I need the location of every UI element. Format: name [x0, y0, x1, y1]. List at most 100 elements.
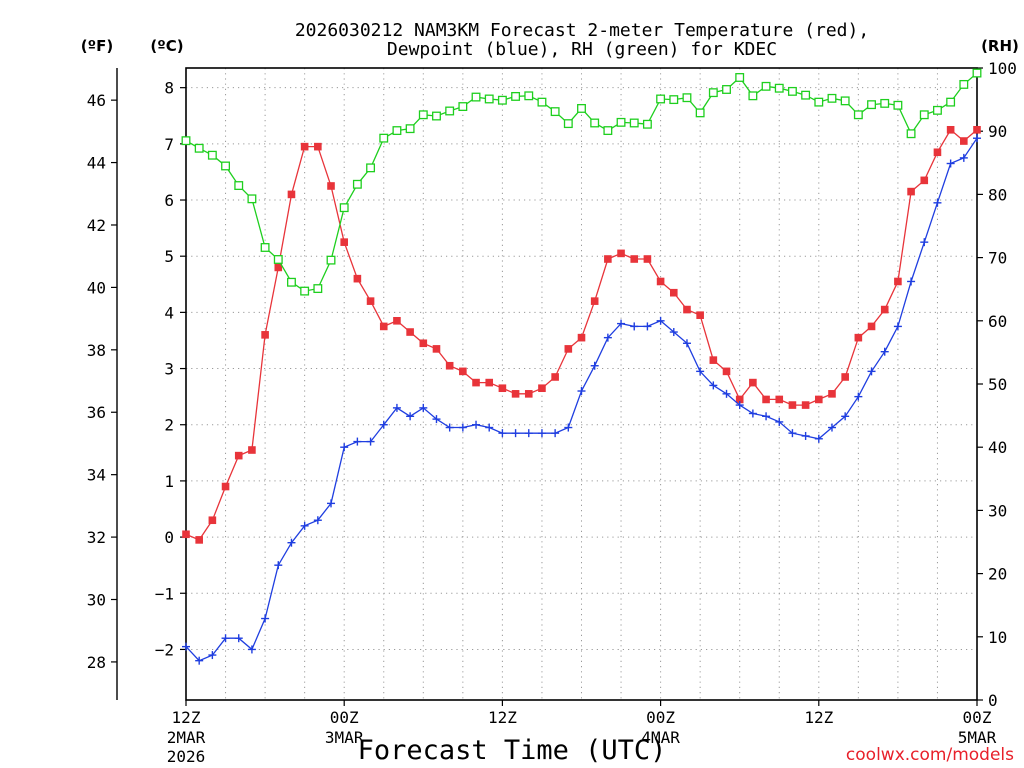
dewpoint-point [669, 328, 678, 337]
rh-point [234, 181, 244, 191]
rh-point [366, 163, 376, 173]
rh-point [840, 96, 850, 106]
fahrenheit-tick-label: 44 [87, 154, 106, 173]
rh-point [972, 68, 982, 78]
axes: −2−1012345678283032343638404244460102030… [87, 59, 1017, 766]
rh-axis-unit-label: (RH) [981, 37, 1019, 55]
dewpoint-point [234, 634, 243, 643]
temperature-point [762, 395, 770, 404]
rh-point [787, 86, 797, 96]
temperature-point [274, 263, 283, 272]
dewpoint-point [379, 420, 388, 429]
rh-point [603, 126, 613, 136]
rh-point [959, 79, 969, 89]
rh-point [405, 124, 415, 134]
dewpoint-point [432, 415, 441, 424]
series-2-meter-temperature [182, 125, 981, 544]
fahrenheit-tick-label: 34 [87, 466, 106, 485]
temperature-point [327, 182, 335, 190]
temperature-point [801, 401, 810, 409]
temperature-point [960, 137, 968, 145]
dewpoint-point [274, 561, 283, 570]
chart-title-line-1: 2026030212 NAM3KM Forecast 2-meter Tempe… [295, 20, 869, 41]
rh-tick-label: 90 [988, 122, 1007, 141]
dewpoint-point [827, 423, 836, 432]
dewpoint-point [392, 403, 401, 412]
dewpoint-point [485, 423, 494, 432]
dewpoint-point [946, 159, 955, 168]
dewpoint-point [617, 319, 626, 328]
x-tick-label-time: 00Z [963, 708, 992, 727]
dewpoint-point [630, 322, 639, 331]
dewpoint-point [313, 516, 322, 525]
dewpoint-point [656, 316, 665, 325]
dewpoint-point [511, 429, 520, 438]
temperature-point [406, 328, 414, 336]
temperature-point [722, 367, 731, 376]
rh-tick-label: 60 [988, 312, 1007, 331]
rh-point [458, 102, 468, 112]
fahrenheit-tick-label: 42 [87, 216, 106, 235]
dewpoint-point [261, 614, 270, 623]
dewpoint-point [551, 429, 560, 438]
dewpoint-point [801, 431, 810, 440]
dewpoint-point [577, 387, 586, 396]
x-tick-label-time: 00Z [646, 708, 675, 727]
rh-point [326, 255, 336, 265]
rh-point [893, 100, 903, 110]
dewpoint-point [748, 409, 757, 418]
temperature-point [195, 536, 203, 544]
x-axis-title: Forecast Time (UTC) [358, 735, 667, 766]
dewpoint-point [300, 521, 309, 530]
rh-point [194, 143, 204, 153]
rh-point [590, 118, 600, 128]
x-tick-label-time: 12Z [172, 708, 201, 727]
temperature-point [577, 333, 586, 342]
rh-point [761, 81, 771, 91]
dewpoint-point [340, 443, 349, 452]
temperature-point [419, 339, 428, 348]
temperature-point [920, 176, 929, 185]
celsius-tick-label: 6 [164, 191, 174, 210]
rh-point [181, 136, 191, 146]
temperature-point [841, 373, 849, 381]
celsius-tick-label: 7 [164, 135, 174, 154]
dewpoint-point [643, 322, 652, 331]
temperature-point [248, 446, 256, 454]
dewpoint-point [709, 381, 718, 390]
rh-point [287, 277, 296, 287]
series-dewpoint [182, 134, 981, 665]
dewpoint-point [933, 198, 942, 207]
rh-tick-label: 80 [988, 185, 1007, 204]
rh-point [695, 108, 705, 118]
rh-point [801, 90, 811, 100]
rh-point [471, 92, 481, 102]
temperature-point [551, 373, 559, 381]
temperature-point [221, 482, 230, 491]
chart-title-line-2: Dewpoint (blue), RH (green) for KDEC [387, 39, 777, 60]
celsius-tick-label: 2 [164, 416, 174, 435]
rh-point [432, 111, 441, 121]
temperature-point [300, 142, 309, 151]
dewpoint-point [590, 361, 599, 370]
rh-point [379, 133, 389, 143]
dewpoint-point [722, 389, 731, 398]
temperature-point [854, 333, 863, 342]
x-tick-label-time: 00Z [330, 708, 359, 727]
rh-point [273, 255, 283, 264]
dewpoint-point [735, 401, 744, 410]
dewpoint-point [524, 429, 533, 438]
rh-tick-label: 30 [988, 501, 1007, 520]
rh-point [497, 95, 507, 105]
rh-point [642, 119, 652, 129]
dewpoint-point [327, 499, 336, 508]
temperature-point [393, 317, 401, 325]
celsius-tick-label: −1 [155, 584, 174, 603]
temperature-point [459, 367, 467, 376]
dewpoint-point [472, 420, 481, 429]
dewpoint-point [195, 656, 204, 665]
rh-point [537, 97, 547, 107]
temperature-point [524, 390, 533, 398]
fahrenheit-tick-label: 28 [87, 653, 106, 672]
dewpoint-point [182, 642, 190, 651]
